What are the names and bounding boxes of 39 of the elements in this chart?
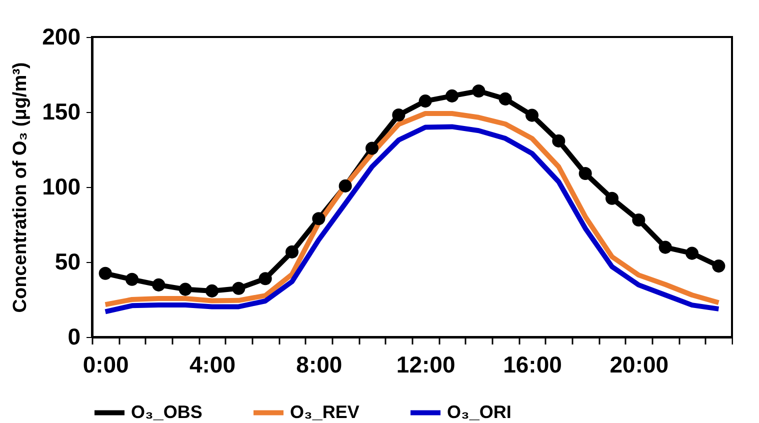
point (632, 213, 646, 227)
point (498, 92, 512, 106)
point (525, 108, 539, 122)
point (445, 89, 459, 102)
point (232, 282, 246, 295)
legend-label: O₃_OBS (131, 402, 202, 422)
point (178, 282, 192, 296)
point (125, 272, 139, 286)
point (685, 246, 699, 260)
legend-label: O₃_REV (290, 402, 360, 422)
y-tick-label: 200 (42, 24, 80, 50)
x-tick-label: 16:00 (503, 352, 562, 378)
point (605, 192, 619, 205)
point (285, 245, 299, 258)
x-tick-label: 0:00 (82, 352, 129, 378)
y-tick-label: 0 (68, 324, 80, 350)
point (152, 278, 166, 292)
point (578, 166, 592, 180)
x-tick-label: 12:00 (396, 352, 456, 378)
point (552, 134, 566, 148)
y-tick-label: 50 (54, 248, 80, 274)
legend-label: O₃_ORI (447, 402, 512, 422)
point (712, 260, 726, 273)
x-tick-label: 8:00 (296, 352, 342, 378)
x-tick-label: 4:00 (189, 352, 236, 378)
y-tick-label: 150 (42, 98, 80, 124)
y-axis-title: Concentration of O₃ (μg/m³) (10, 62, 32, 313)
point (472, 84, 486, 98)
point (338, 179, 352, 192)
point (365, 142, 379, 155)
point (258, 272, 272, 286)
x-tick-label: 20:00 (610, 352, 669, 378)
point (418, 94, 432, 108)
point (205, 284, 219, 298)
point (658, 240, 672, 254)
y-tick-label: 100 (42, 174, 80, 200)
point (392, 108, 406, 122)
point (98, 266, 112, 280)
point (312, 212, 326, 226)
